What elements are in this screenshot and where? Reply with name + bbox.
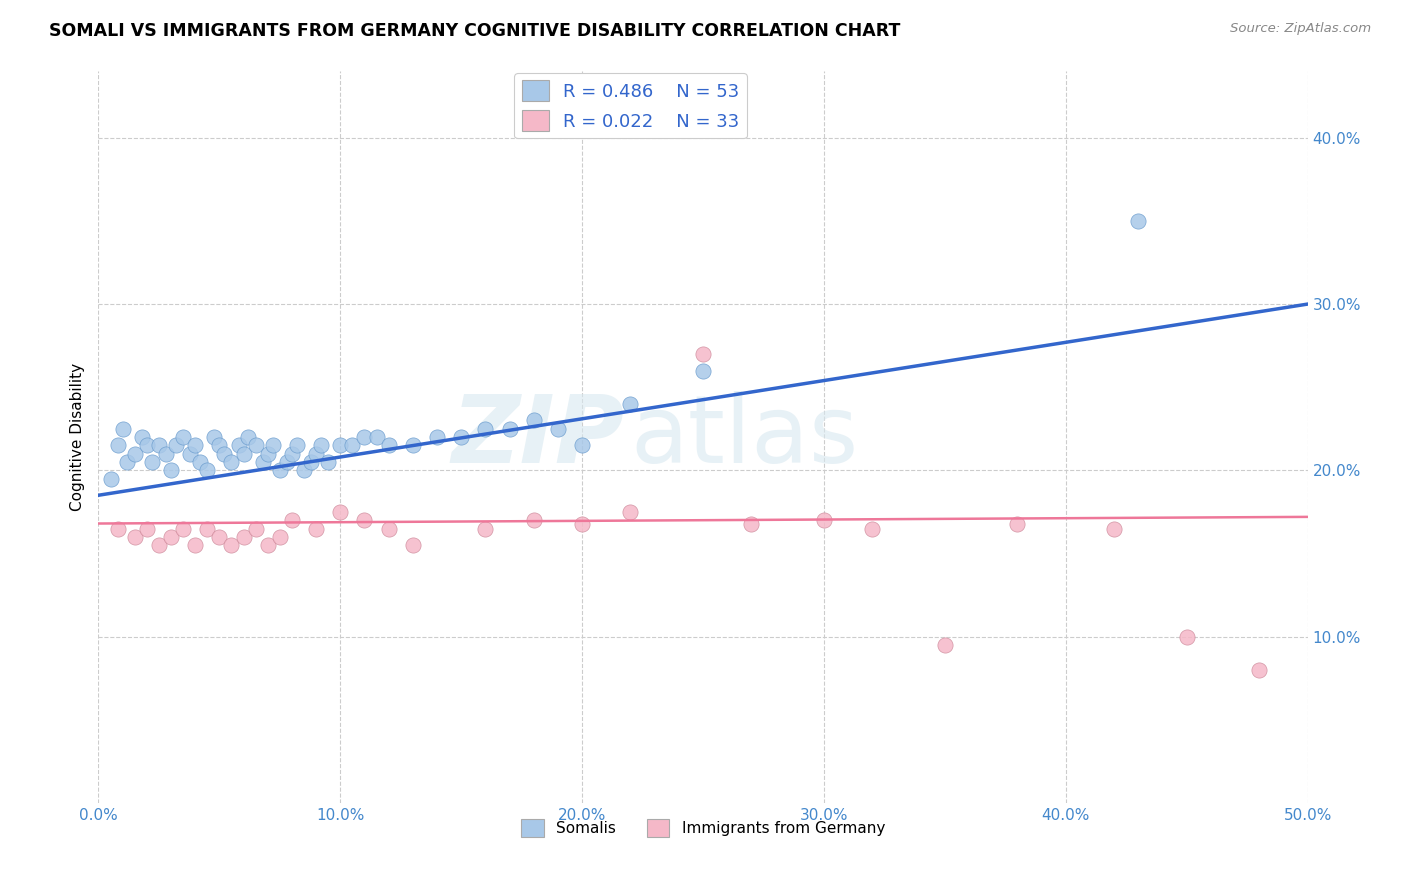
Point (402, 538, 425, 552)
Point (208, 438, 231, 452)
Point (281, 447, 304, 461)
Point (281, 513, 304, 527)
Point (245, 438, 267, 452)
Point (377, 438, 399, 452)
Point (285, 438, 308, 452)
Point (377, 521, 399, 535)
Point (571, 438, 593, 452)
Point (426, 430, 449, 444)
Point (353, 513, 375, 527)
Point (160, 530, 183, 544)
Point (195, 521, 218, 535)
Point (238, 430, 260, 444)
Point (547, 422, 569, 436)
Point (135, 438, 157, 452)
Point (228, 438, 250, 452)
Point (232, 447, 254, 461)
Point (1128, 214, 1150, 228)
Point (1007, 516, 1029, 531)
Legend: Somalis, Immigrants from Germany: Somalis, Immigrants from Germany (515, 813, 891, 843)
Point (124, 447, 146, 461)
Point (692, 347, 714, 361)
Point (692, 363, 714, 377)
Point (245, 521, 267, 535)
Point (204, 430, 226, 444)
Point (252, 455, 274, 469)
Point (179, 447, 201, 461)
Point (342, 438, 364, 452)
Point (309, 438, 332, 452)
Point (276, 455, 298, 469)
Point (353, 430, 375, 444)
Point (111, 422, 134, 436)
Point (107, 521, 129, 535)
Point (148, 438, 170, 452)
Point (1102, 521, 1125, 535)
Point (740, 516, 762, 531)
Point (402, 438, 425, 452)
Point (141, 455, 163, 469)
Point (366, 430, 388, 444)
Point (305, 521, 328, 535)
Point (474, 422, 496, 436)
Point (100, 472, 122, 486)
Point (305, 447, 328, 461)
Point (155, 447, 177, 461)
Text: atlas: atlas (630, 391, 859, 483)
Point (184, 438, 207, 452)
Point (172, 430, 194, 444)
Point (135, 521, 157, 535)
Point (269, 463, 291, 477)
Point (172, 521, 194, 535)
Point (571, 516, 593, 531)
Point (131, 430, 153, 444)
Point (184, 538, 207, 552)
Point (107, 438, 129, 452)
Point (329, 505, 352, 519)
Point (316, 455, 339, 469)
Point (188, 455, 211, 469)
Point (232, 530, 254, 544)
Point (292, 463, 315, 477)
Point (256, 447, 278, 461)
Point (160, 463, 183, 477)
Point (329, 438, 352, 452)
Point (124, 530, 146, 544)
Point (813, 513, 835, 527)
Point (212, 447, 235, 461)
Point (523, 513, 546, 527)
Point (619, 505, 641, 519)
Point (256, 538, 278, 552)
Y-axis label: Cognitive Disability: Cognitive Disability (69, 363, 84, 511)
Point (165, 438, 187, 452)
Point (148, 538, 170, 552)
Point (221, 455, 243, 469)
Point (117, 455, 139, 469)
Point (1249, 663, 1271, 677)
Point (934, 638, 956, 652)
Point (299, 455, 322, 469)
Point (195, 463, 218, 477)
Point (523, 413, 546, 427)
Text: Source: ZipAtlas.com: Source: ZipAtlas.com (1230, 22, 1371, 36)
Point (474, 521, 496, 535)
Point (208, 530, 231, 544)
Point (269, 530, 291, 544)
Point (450, 430, 472, 444)
Point (262, 438, 284, 452)
Point (221, 538, 243, 552)
Text: ZIP: ZIP (451, 391, 624, 483)
Point (498, 422, 520, 436)
Point (1175, 630, 1198, 644)
Point (860, 521, 883, 535)
Text: SOMALI VS IMMIGRANTS FROM GERMANY COGNITIVE DISABILITY CORRELATION CHART: SOMALI VS IMMIGRANTS FROM GERMANY COGNIT… (49, 22, 901, 40)
Point (619, 397, 641, 411)
